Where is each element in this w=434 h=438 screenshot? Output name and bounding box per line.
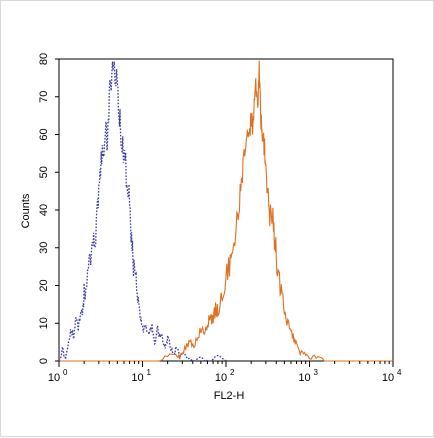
y-tick-label: 10 (38, 317, 50, 329)
x-tick-base: 10 (48, 372, 60, 384)
axes (58, 58, 394, 362)
y-tick-label: 20 (38, 279, 50, 291)
series-line-1 (58, 61, 227, 362)
x-tick-exponent: 1 (147, 368, 152, 377)
x-tick-base: 10 (298, 372, 310, 384)
y-tick-label: 0 (38, 358, 50, 364)
x-tick-exponent: 4 (397, 368, 402, 377)
x-tick-base: 10 (131, 372, 143, 384)
y-tick-label: 40 (38, 204, 50, 216)
y-tick-label: 60 (38, 128, 50, 140)
x-tick-label: 10 1 (131, 368, 151, 384)
y-tick-label: 30 (38, 242, 50, 254)
x-tick-label: 10 4 (382, 368, 402, 384)
x-axis-label: FL2-H (214, 390, 245, 402)
x-tick-exponent: 0 (63, 368, 68, 377)
plot-area-border (58, 58, 394, 362)
x-tick-exponent: 2 (230, 368, 235, 377)
y-axis-label: Counts (20, 193, 32, 228)
y-tick-label: 50 (38, 166, 50, 178)
y-tick-label: 70 (38, 91, 50, 103)
x-tick-exponent: 3 (314, 368, 319, 377)
x-tick-label: 10 3 (298, 368, 318, 384)
series-line-2 (59, 60, 393, 362)
x-tick-label: 10 0 (48, 368, 68, 384)
x-tick-base: 10 (382, 372, 394, 384)
y-tick-label: 80 (38, 53, 50, 65)
x-tick-label: 10 2 (215, 368, 235, 384)
series-layer (58, 60, 393, 362)
x-tick-base: 10 (215, 372, 227, 384)
